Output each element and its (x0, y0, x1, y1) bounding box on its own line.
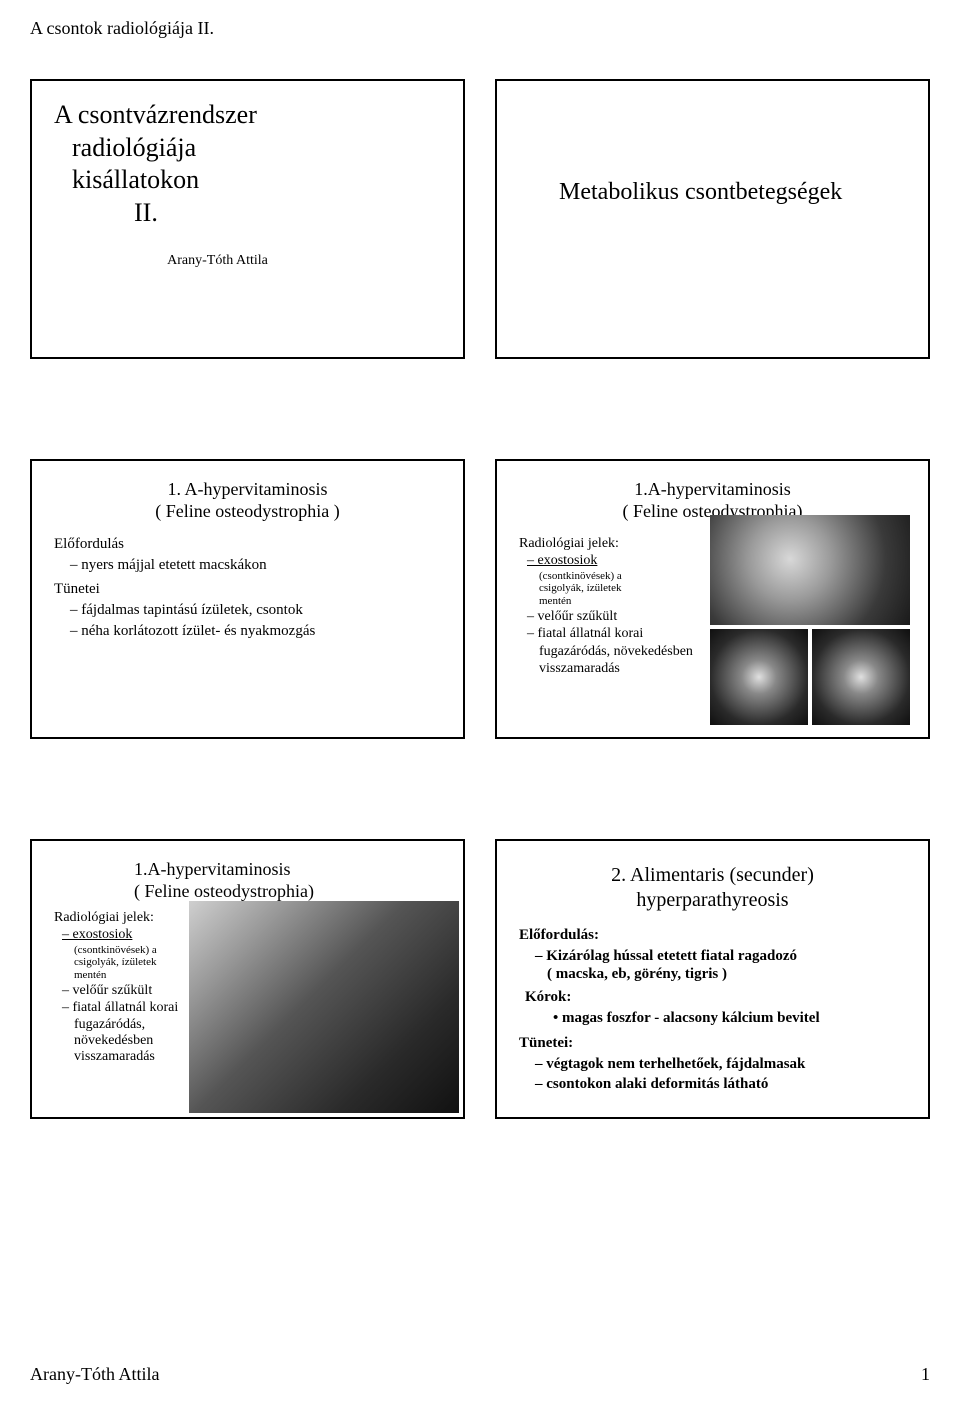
slide6-title-l1: 2. Alimentaris (secunder) (611, 864, 814, 886)
slide4-b1: exostosiok (539, 552, 709, 570)
slide6-b4: csontokon alaki deformitás látható (547, 1074, 906, 1094)
footer-author: Arany-Tóth Attila (30, 1364, 159, 1385)
slide5-b1: exostosiok (74, 926, 204, 944)
xray-image-spine (710, 515, 910, 625)
slide5-sub1c: mentén (74, 969, 204, 982)
slide-5: 1.A-hypervitaminosis ( Feline osteodystr… (30, 839, 465, 1119)
slide5-b3d: visszamaradás (74, 1049, 204, 1065)
slide6-b3: végtagok nem terhelhetőek, fájdalmasak (547, 1054, 906, 1074)
xray-image-large (189, 901, 459, 1113)
slide-row-3: 1.A-hypervitaminosis ( Feline osteodystr… (30, 839, 930, 1119)
slide5-sub1b: csigolyák, ízületek (74, 956, 204, 969)
slide3-h2: Tünetei (54, 581, 441, 598)
slide4-b3: fiatal állatnál korai fugazáródás, növek… (539, 625, 709, 678)
slide-row-1: A csontvázrendszer radiológiája kisállat… (30, 79, 930, 359)
slide6-h1: Előfordulás: (519, 927, 906, 944)
xray-image-joint-2 (812, 629, 910, 725)
slide5-b3b: fugazáródás, (74, 1017, 204, 1033)
slide5-title-l2: ( Feline osteodystrophia) (134, 881, 314, 901)
slide5-title-l1: 1.A-hypervitaminosis (134, 859, 290, 879)
slide5-title: 1.A-hypervitaminosis ( Feline osteodystr… (134, 859, 441, 902)
slide1-author: Arany-Tóth Attila (0, 253, 441, 269)
slide6-title-l2: hyperparathyreosis (636, 889, 788, 911)
slide3-title-l1: 1. A-hypervitaminosis (168, 479, 328, 499)
slide-4: 1.A-hypervitaminosis ( Feline osteodystr… (495, 459, 930, 739)
slide4-title-l1: 1.A-hypervitaminosis (634, 479, 790, 499)
slide5-textcol: Radiológiai jelek: exostosiok (csontkinö… (54, 910, 204, 1064)
slide-1: A csontvázrendszer radiológiája kisállat… (30, 79, 465, 359)
slide4-sub1b: csigolyák, ízületek (539, 582, 709, 595)
footer-page-number: 1 (921, 1364, 930, 1385)
slide5-rj: Radiológiai jelek: (54, 910, 204, 926)
slide4-sub1a: (csontkinövések) a (539, 570, 709, 583)
slide-6: 2. Alimentaris (secunder) hyperparathyre… (495, 839, 930, 1119)
slide6-title: 2. Alimentaris (secunder) hyperparathyre… (519, 863, 906, 913)
slide4-rj: Radiológiai jelek: (519, 536, 709, 552)
slide1-title: A csontvázrendszer radiológiája kisállat… (54, 99, 441, 229)
slide6-b1b: ( macska, eb, görény, tigris ) (547, 966, 906, 983)
slide4-textcol: Radiológiai jelek: exostosiok (csontkinö… (519, 536, 709, 677)
page-footer: Arany-Tóth Attila 1 (30, 1364, 930, 1385)
slide-row-2: 1. A-hypervitaminosis ( Feline osteodyst… (30, 459, 930, 739)
slide5-b2: velőűr szűkült (74, 982, 204, 1000)
slide3-title-l2: ( Feline osteodystrophia ) (155, 501, 339, 521)
slide6-b2: magas foszfor - alacsony kálcium bevitel (565, 1008, 906, 1028)
slide5-sub1a: (csontkinövések) a (74, 944, 204, 957)
slide3-b2: fájdalmas tapintású ízületek, csontok (82, 600, 441, 620)
slide1-title-l4: II. (134, 197, 441, 230)
slide6-b1a: Kizárólag hússal etetett fiatal ragadozó (547, 946, 906, 966)
slide1-title-l1: A csontvázrendszer (54, 99, 441, 132)
slide6-h2: Kórok: (525, 989, 906, 1006)
slide-2: Metabolikus csontbetegségek (495, 79, 930, 359)
slide4-b2: velőűr szűkült (539, 608, 709, 626)
page-header-title: A csontok radiológiája II. (30, 18, 930, 39)
slide2-title: Metabolikus csontbetegségek (559, 179, 906, 206)
slide3-b3: néha korlátozott ízület- és nyakmozgás (82, 621, 441, 641)
xray-image-joint-1 (710, 629, 808, 725)
slide3-title: 1. A-hypervitaminosis ( Feline osteodyst… (54, 479, 441, 522)
slide4-sub1c: mentén (539, 595, 709, 608)
slide3-h1: Előfordulás (54, 536, 441, 553)
slide5-b3a: fiatal állatnál korai (74, 999, 204, 1017)
slide6-h3: Tünetei: (519, 1035, 906, 1052)
slide1-title-l2: radiológiája (72, 132, 441, 165)
slide3-b1: nyers májjal etetett macskákon (82, 555, 441, 575)
slide1-title-l3: kisállatokon (72, 164, 441, 197)
slide-3: 1. A-hypervitaminosis ( Feline osteodyst… (30, 459, 465, 739)
slide5-b3c: növekedésben (74, 1033, 204, 1049)
